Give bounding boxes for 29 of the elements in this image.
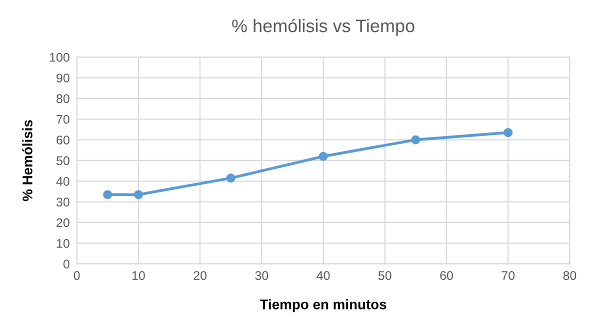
- point: [226, 174, 236, 183]
- y-tick-label: 80: [56, 94, 70, 104]
- y-tick-label: 10: [56, 238, 70, 248]
- x-tick-label: 70: [502, 271, 515, 280]
- y-tick-label: 50: [56, 156, 70, 166]
- y-tick-label: 0: [63, 260, 70, 269]
- point: [134, 190, 143, 200]
- y-tick-label: 100: [50, 52, 70, 62]
- x-tick-label: 80: [563, 271, 576, 280]
- x-tick-label: 40: [316, 271, 330, 280]
- x-tick-label: 50: [378, 271, 392, 280]
- point: [504, 128, 513, 138]
- x-tick-label: 20: [194, 271, 207, 280]
- y-tick-label: 60: [56, 136, 70, 144]
- y-tick-label: 20: [56, 218, 70, 228]
- x-axis-title: Tiempo en minutos: [260, 299, 386, 312]
- point: [103, 190, 112, 200]
- y-tick-label: 90: [56, 74, 70, 82]
- x-tick-label: 30: [255, 271, 268, 280]
- y-axis-title: % Hemólisis: [22, 120, 32, 202]
- x-tick-label: 10: [132, 271, 145, 280]
- point: [411, 135, 420, 144]
- y-tick-label: 40: [56, 176, 70, 186]
- x-tick-label: 0: [74, 271, 80, 280]
- x-tick-label: 60: [440, 271, 453, 280]
- y-tick-label: 70: [56, 114, 70, 124]
- chart-title: % hemólisis vs Tiempo: [232, 18, 414, 36]
- point: [318, 152, 328, 161]
- y-tick-label: 30: [56, 198, 70, 206]
